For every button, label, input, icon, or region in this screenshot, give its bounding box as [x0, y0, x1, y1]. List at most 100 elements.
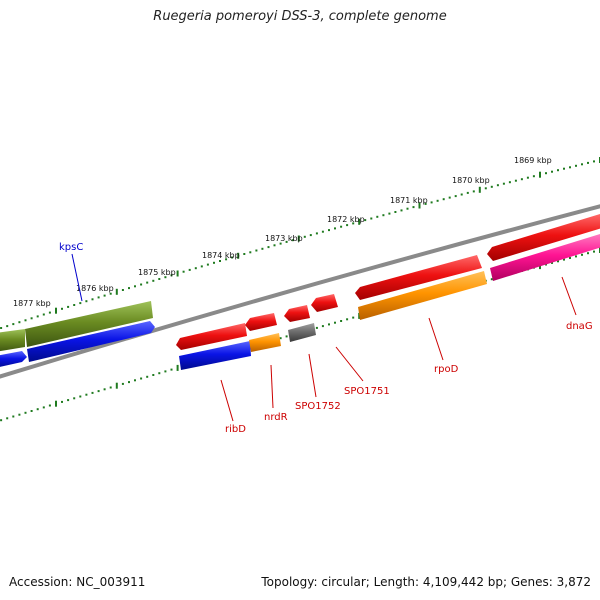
- outer-scale-minor-tick: [466, 191, 469, 194]
- gene-annotations: kpsC ribD nrdR SPO1752 SPO1751 rpoD dnaG: [59, 242, 593, 435]
- inner-scale-minor-tick: [36, 408, 39, 411]
- outer-scale-major-tick: [297, 235, 300, 242]
- outer-scale-major-tick: [539, 171, 541, 178]
- outer-scale-minor-tick: [364, 219, 367, 222]
- inner-scale-minor-tick: [6, 417, 9, 420]
- outer-scale-minor-tick: [85, 300, 88, 303]
- outer-scale-minor-tick: [73, 304, 76, 306]
- gene-label-ribD: ribD: [225, 424, 246, 435]
- gene-red-dnaG: [487, 214, 600, 261]
- outer-scale-minor-tick: [140, 283, 143, 286]
- tick-label-1874: 1874 kbp: [202, 251, 240, 260]
- outer-scale-minor-tick: [526, 176, 529, 179]
- outer-scale-major-tick: [478, 186, 481, 193]
- gene-label-SPO1752: SPO1752: [295, 401, 341, 412]
- outer-scale-minor-tick: [303, 235, 306, 238]
- outer-scale-major-tick: [358, 218, 361, 225]
- inner-scale-minor-tick: [340, 320, 343, 322]
- inner-scale-minor-tick: [30, 410, 33, 412]
- outer-scale-major-tick: [55, 307, 57, 314]
- inner-scale-minor-tick: [490, 278, 493, 281]
- outer-scale-minor-tick: [121, 289, 124, 291]
- outer-scale-minor-tick: [291, 239, 294, 242]
- outer-scale-minor-tick: [587, 161, 589, 164]
- inner-scale-minor-tick: [48, 404, 51, 407]
- inner-scale-minor-tick: [121, 382, 124, 385]
- outer-scale-minor-tick: [30, 317, 33, 320]
- tick-label-1876: 1876 kbp: [76, 284, 114, 293]
- inner-scale-minor-tick: [146, 375, 149, 378]
- inner-scale-minor-tick: [569, 257, 571, 259]
- outer-scale-minor-tick: [18, 321, 21, 324]
- gene-red-ribD: [176, 323, 247, 350]
- outer-scale-minor-tick: [593, 160, 595, 163]
- outer-scale-minor-tick: [382, 214, 385, 217]
- inner-scale-minor-tick: [352, 316, 355, 319]
- outer-scale-minor-tick: [261, 247, 264, 250]
- gene-blue-kpsC: [27, 321, 155, 362]
- outer-scale-minor-tick: [285, 240, 288, 243]
- outer-scale-minor-tick: [67, 305, 70, 308]
- inner-scale-minor-tick: [61, 400, 63, 403]
- inner-scale-minor-tick: [140, 377, 143, 380]
- outer-scale-minor-tick: [255, 249, 258, 252]
- gene-features: [0, 214, 600, 370]
- inner-scale-minor-tick: [587, 252, 589, 255]
- gene-red-SPO1752: [284, 305, 310, 322]
- inner-scale-minor-tick: [85, 393, 88, 396]
- tick-label-1870: 1870 kbp: [452, 176, 490, 185]
- outer-scale-minor-tick: [42, 313, 45, 316]
- outer-scale-minor-tick: [315, 232, 318, 235]
- outer-scale-minor-tick: [152, 279, 155, 282]
- outer-scale-minor-tick: [436, 199, 439, 202]
- inner-scale-minor-tick: [12, 415, 15, 418]
- outer-scale-minor-tick: [128, 287, 130, 290]
- tick-label-1869: 1869 kbp: [514, 156, 552, 165]
- outer-scale-minor-tick: [484, 187, 487, 190]
- genome-backbone: [0, 204, 600, 379]
- inner-scale-minor-tick: [321, 325, 324, 328]
- inner-scale-minor-tick: [563, 258, 565, 261]
- gene-label-kpsC: kpsC: [59, 242, 83, 253]
- outer-scale-minor-tick: [267, 246, 270, 249]
- outer-scale-minor-tick: [279, 242, 282, 245]
- leader-kpsC: [71, 253, 83, 302]
- outer-scale-minor-tick: [370, 217, 373, 220]
- outer-scale-minor-tick: [170, 274, 173, 277]
- outer-scale-minor-tick: [557, 169, 559, 172]
- outer-scale-minor-tick: [424, 202, 427, 205]
- outer-scale-minor-tick: [575, 164, 577, 167]
- outer-scale-minor-tick: [472, 190, 475, 193]
- outer-scale-minor-tick: [376, 215, 379, 218]
- outer-scale-minor-tick: [48, 311, 51, 314]
- outer-scale-major-tick: [418, 202, 421, 209]
- outer-scale-minor-tick: [352, 222, 355, 225]
- inner-scale-minor-tick: [557, 260, 559, 263]
- inner-scale-minor-tick: [575, 255, 577, 258]
- outer-scale-minor-tick: [496, 184, 499, 187]
- outer-tick-scale: [0, 157, 600, 329]
- outer-scale-minor-tick: [448, 196, 451, 199]
- outer-scale-minor-tick: [206, 263, 209, 266]
- outer-scale-minor-tick: [514, 179, 517, 182]
- inner-scale-minor-tick: [103, 388, 106, 391]
- inner-scale-minor-tick: [18, 413, 21, 416]
- outer-scale-minor-tick: [273, 244, 276, 247]
- outer-scale-minor-tick: [328, 229, 330, 232]
- inner-scale-minor-tick: [334, 321, 336, 324]
- outer-scale-minor-tick: [6, 325, 9, 328]
- outer-scale-minor-tick: [97, 296, 100, 299]
- genome-summary-text: Topology: circular; Length: 4,109,442 bp…: [261, 575, 591, 589]
- leader-nrdR: [270, 364, 274, 409]
- outer-scale-minor-tick: [188, 268, 191, 271]
- outer-scale-minor-tick: [532, 175, 535, 178]
- inner-scale-minor-tick: [79, 395, 82, 398]
- outer-scale-minor-tick: [569, 166, 571, 169]
- outer-scale-minor-tick: [249, 251, 252, 254]
- gene-label-SPO1751: SPO1751: [344, 386, 390, 397]
- inner-scale-minor-tick: [91, 391, 94, 394]
- inner-scale-major-tick: [358, 312, 361, 319]
- tick-label-1872: 1872 kbp: [327, 215, 365, 224]
- inner-scale-minor-tick: [285, 335, 288, 338]
- inner-scale-minor-tick: [97, 390, 100, 393]
